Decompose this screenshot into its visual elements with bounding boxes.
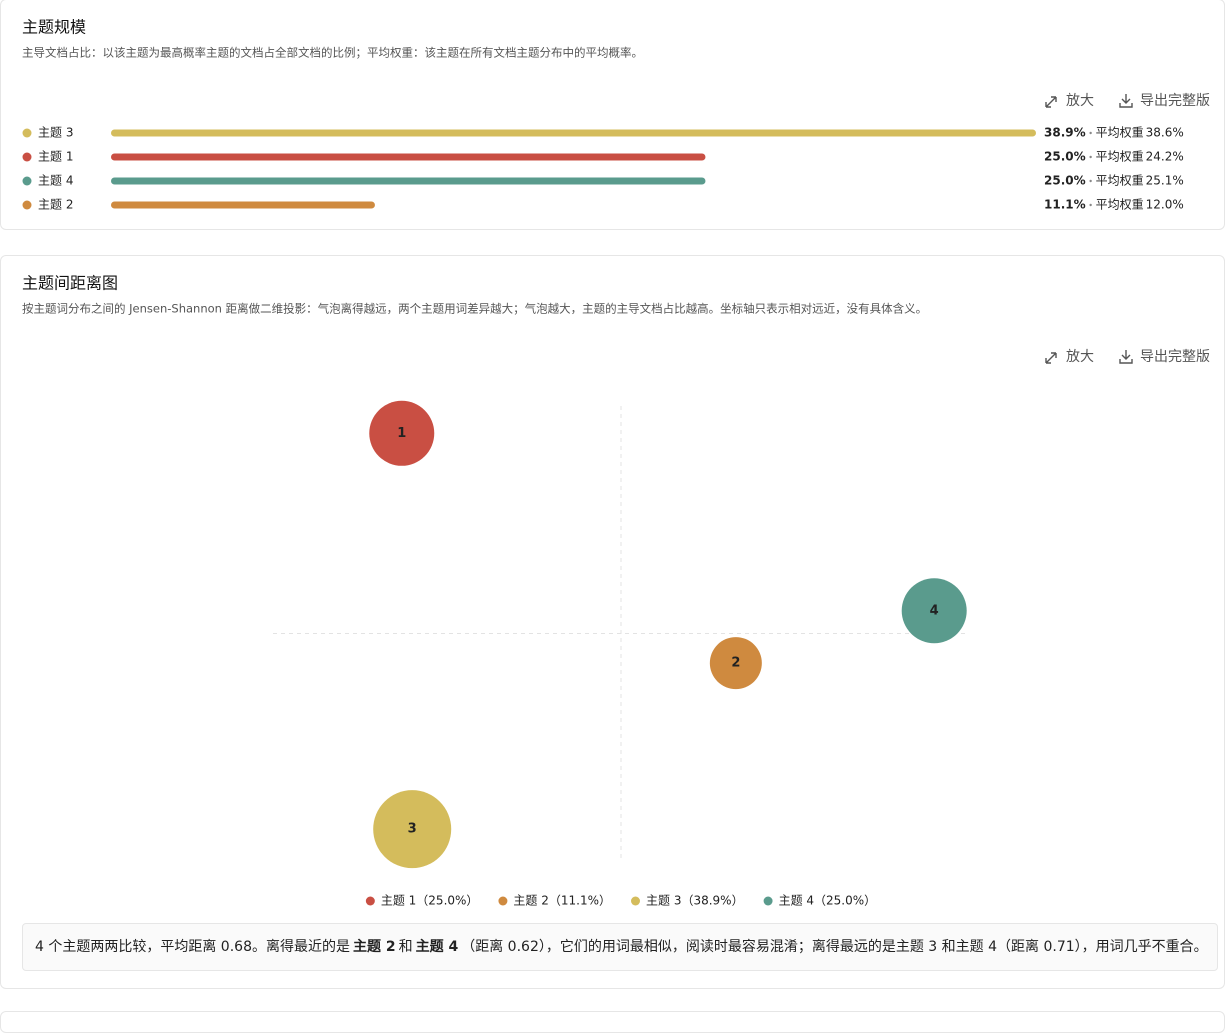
summary-text: 和 (398, 939, 413, 955)
export-icon (1119, 94, 1133, 108)
scale-card: 主题规模 主导文档占比：以该主题为最高概率主题的文档占全部文档的比例；平均权重：… (0, 0, 1225, 230)
zoom-icon (1045, 96, 1057, 108)
weight-label: 12.0% (1146, 198, 1184, 212)
summary-highlight: 主题 2 (352, 939, 396, 955)
distance-chart: 主题间距离图 按主题词分布之间的 Jensen-Shannon 距离做二维投影：… (22, 274, 1210, 908)
bar (111, 129, 1036, 137)
bubble-label: 3 (408, 822, 417, 837)
weight-prefix: 平均权重 (1096, 150, 1144, 164)
value-label: 38.9% (1044, 126, 1086, 140)
bubble (373, 790, 452, 869)
weight-label: 25.1% (1146, 174, 1184, 188)
zoom-label: 放大 (1066, 349, 1094, 365)
weight-prefix: 平均权重 (1096, 198, 1144, 212)
category-label: 主题 2 (38, 198, 73, 212)
weight-label: 24.2% (1146, 150, 1184, 164)
legend-label: 主题 3（38.9%） (646, 894, 744, 908)
value-label: 25.0% (1044, 174, 1086, 188)
bubble-label: 1 (397, 426, 406, 441)
legend-label: 主题 4（25.0%） (779, 894, 877, 908)
zoom-button[interactable]: 放大 (1045, 349, 1094, 365)
legend-dot (763, 896, 773, 906)
summary-highlight: 主题 4 (415, 939, 459, 955)
bubble (369, 400, 435, 466)
legend-label: 主题 1（25.0%） (381, 894, 479, 908)
export-icon (1119, 350, 1133, 364)
value-label: 25.0% (1044, 150, 1086, 164)
separator-dot (1089, 131, 1092, 135)
bubble (709, 637, 762, 690)
zoom-label: 放大 (1066, 93, 1094, 109)
summary-text: 4 个主题两两比较，平均距离 0.68。离得最近的是 (35, 939, 350, 955)
bar (111, 201, 375, 209)
separator-dot (1089, 203, 1092, 207)
category-label: 主题 1 (38, 150, 73, 164)
legend-dot (631, 896, 640, 906)
bar (111, 177, 706, 185)
export-label: 导出完整版 (1140, 349, 1210, 365)
legend-dot (22, 128, 32, 138)
summary-text: （距离 0.62），它们的用词最相似，阅读时最容易混淆；离得最远的是主题 3 和… (461, 939, 1208, 955)
legend-dot (498, 896, 508, 906)
export-button[interactable]: 导出完整版 (1119, 93, 1210, 109)
card-title: 主题间距离图 (22, 274, 118, 293)
legend-dot (22, 152, 32, 162)
weight-prefix: 平均权重 (1096, 126, 1144, 140)
legend-dot (365, 896, 375, 906)
zoom-button[interactable]: 放大 (1045, 93, 1094, 109)
card-subtitle: 按主题词分布之间的 Jensen-Shannon 距离做二维投影：气泡离得越远，… (22, 302, 927, 316)
bubble-label: 2 (731, 656, 740, 671)
legend-dot (22, 200, 32, 210)
card-title: 主题规模 (22, 18, 86, 37)
bar (111, 153, 706, 161)
bubble (901, 578, 967, 644)
legend-label: 主题 2（11.1%） (513, 894, 611, 908)
zoom-icon (1045, 352, 1057, 364)
export-label: 导出完整版 (1140, 93, 1210, 109)
summary: 4 个主题两两比较，平均距离 0.68。离得最近的是 主题 2 和主题 4 （距离 0… (22, 923, 1218, 971)
category-label: 主题 3 (38, 126, 73, 140)
card-subtitle: 主导文档占比：以该主题为最高概率主题的文档占全部文档的比例；平均权重：该主题在所… (22, 46, 643, 60)
scale-chart: 主题规模 主导文档占比：以该主题为最高概率主题的文档占全部文档的比例；平均权重：… (22, 18, 1210, 212)
next-card (0, 1011, 1225, 1033)
weight-label: 38.6% (1146, 126, 1184, 140)
export-button[interactable]: 导出完整版 (1119, 349, 1210, 365)
separator-dot (1089, 179, 1092, 183)
value-label: 11.1% (1044, 198, 1086, 212)
separator-dot (1089, 155, 1092, 159)
bubble-label: 4 (930, 603, 939, 618)
legend-dot (22, 176, 32, 186)
distance-card: 主题间距离图 按主题词分布之间的 Jensen-Shannon 距离做二维投影：… (0, 255, 1225, 989)
category-label: 主题 4 (38, 174, 73, 188)
weight-prefix: 平均权重 (1096, 174, 1144, 188)
